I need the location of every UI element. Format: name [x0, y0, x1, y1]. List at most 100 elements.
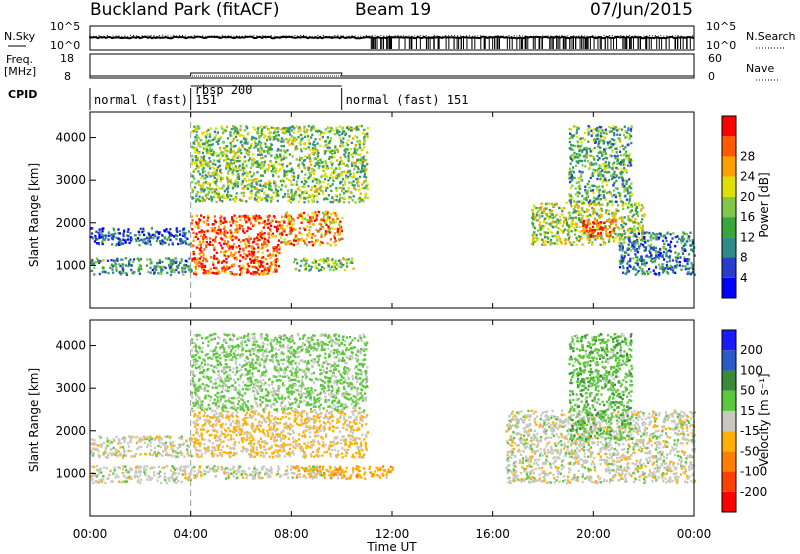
echo-cell	[104, 236, 107, 240]
nave-tick-high: 60	[708, 52, 722, 65]
echo-cell	[311, 146, 314, 150]
echo-cell	[232, 150, 235, 153]
echo-cell	[216, 131, 219, 134]
echo-cell	[343, 149, 346, 152]
echo-cell	[253, 217, 256, 220]
echo-cell	[216, 272, 219, 275]
echo-cell	[359, 175, 362, 179]
echo-cell	[621, 243, 624, 247]
echo-cell	[345, 174, 348, 177]
echo-cell	[270, 188, 273, 192]
echo-cell	[279, 226, 283, 229]
echo-cell	[143, 441, 146, 444]
echo-cell	[579, 154, 582, 157]
echo-cell	[354, 134, 357, 138]
echo-cell	[236, 216, 239, 220]
echo-cell	[127, 449, 130, 453]
echo-cell	[567, 237, 570, 240]
echo-cell	[680, 268, 683, 271]
echo-cell	[607, 220, 610, 223]
echo-cell	[217, 159, 220, 163]
echo-cell	[304, 185, 307, 189]
echo-cell	[535, 239, 538, 243]
echo-cell	[546, 231, 549, 235]
echo-cell	[555, 222, 558, 226]
echo-cell	[541, 243, 544, 246]
echo-cell	[621, 201, 624, 204]
echo-cell	[311, 152, 314, 155]
echo-cell	[254, 194, 257, 197]
echo-cell	[190, 470, 193, 473]
echo-cell	[659, 254, 662, 258]
echo-cell	[353, 187, 356, 190]
echo-cell	[301, 218, 304, 221]
echo-cell	[313, 164, 317, 168]
echo-cell	[146, 445, 149, 449]
echo-cell	[202, 216, 205, 219]
echo-cell	[266, 239, 269, 242]
echo-cell	[101, 270, 104, 274]
echo-cell	[320, 258, 323, 261]
echo-cell	[235, 197, 238, 201]
echo-cell	[635, 241, 638, 244]
echo-cell	[227, 195, 230, 198]
echo-cell	[219, 179, 222, 183]
echo-cell	[363, 186, 366, 190]
echo-cell	[310, 159, 313, 162]
echo-cell	[256, 256, 259, 259]
echo-cell	[158, 441, 161, 444]
echo-cell	[630, 231, 633, 234]
echo-cell	[172, 471, 175, 474]
echo-cell	[329, 149, 332, 152]
echo-cell	[175, 268, 178, 272]
echo-cell	[330, 213, 333, 216]
echo-cell	[593, 158, 596, 161]
echo-cell	[220, 216, 223, 219]
echo-cell	[272, 174, 275, 178]
echo-cell	[284, 128, 287, 131]
echo-cell	[583, 159, 586, 162]
echo-cell	[100, 235, 103, 239]
echo-cell	[246, 141, 249, 144]
echo-cell	[611, 150, 614, 153]
echo-cell	[116, 259, 119, 262]
echo-cell	[122, 474, 125, 478]
echo-cell	[653, 260, 656, 263]
echo-cell	[624, 152, 627, 155]
echo-cell	[280, 215, 284, 218]
echo-cell	[608, 200, 611, 203]
echo-cell	[568, 225, 571, 228]
echo-cell	[610, 177, 614, 181]
echo-cell	[203, 170, 206, 173]
echo-cell	[595, 129, 599, 132]
echo-cell	[110, 233, 113, 236]
echo-cell	[250, 253, 253, 256]
echo-cell	[206, 186, 209, 189]
echo-cell	[166, 452, 169, 455]
echo-cell	[626, 266, 629, 270]
echo-cell	[253, 270, 256, 274]
echo-cell	[101, 236, 104, 239]
echo-cell	[573, 151, 576, 155]
echo-cell	[599, 149, 602, 152]
echo-cell	[277, 134, 280, 137]
echo-cell	[203, 265, 206, 269]
mode-label-1: rbsp 200	[195, 83, 253, 97]
echo-cell	[538, 221, 541, 224]
echo-cell	[548, 211, 551, 215]
echo-cell	[162, 442, 165, 446]
echo-cell	[242, 239, 245, 242]
echo-cell	[224, 153, 227, 156]
echo-cell	[661, 235, 664, 238]
echo-cell	[188, 266, 191, 270]
echo-cell	[570, 199, 573, 202]
echo-cell	[151, 453, 154, 457]
echo-cell	[311, 211, 314, 215]
echo-cell	[322, 180, 325, 183]
echo-cell	[294, 228, 297, 231]
echo-cell	[630, 159, 633, 163]
echo-cell	[92, 481, 95, 485]
echo-cell	[627, 127, 630, 130]
echo-cell	[95, 237, 98, 240]
echo-cell	[626, 131, 629, 134]
